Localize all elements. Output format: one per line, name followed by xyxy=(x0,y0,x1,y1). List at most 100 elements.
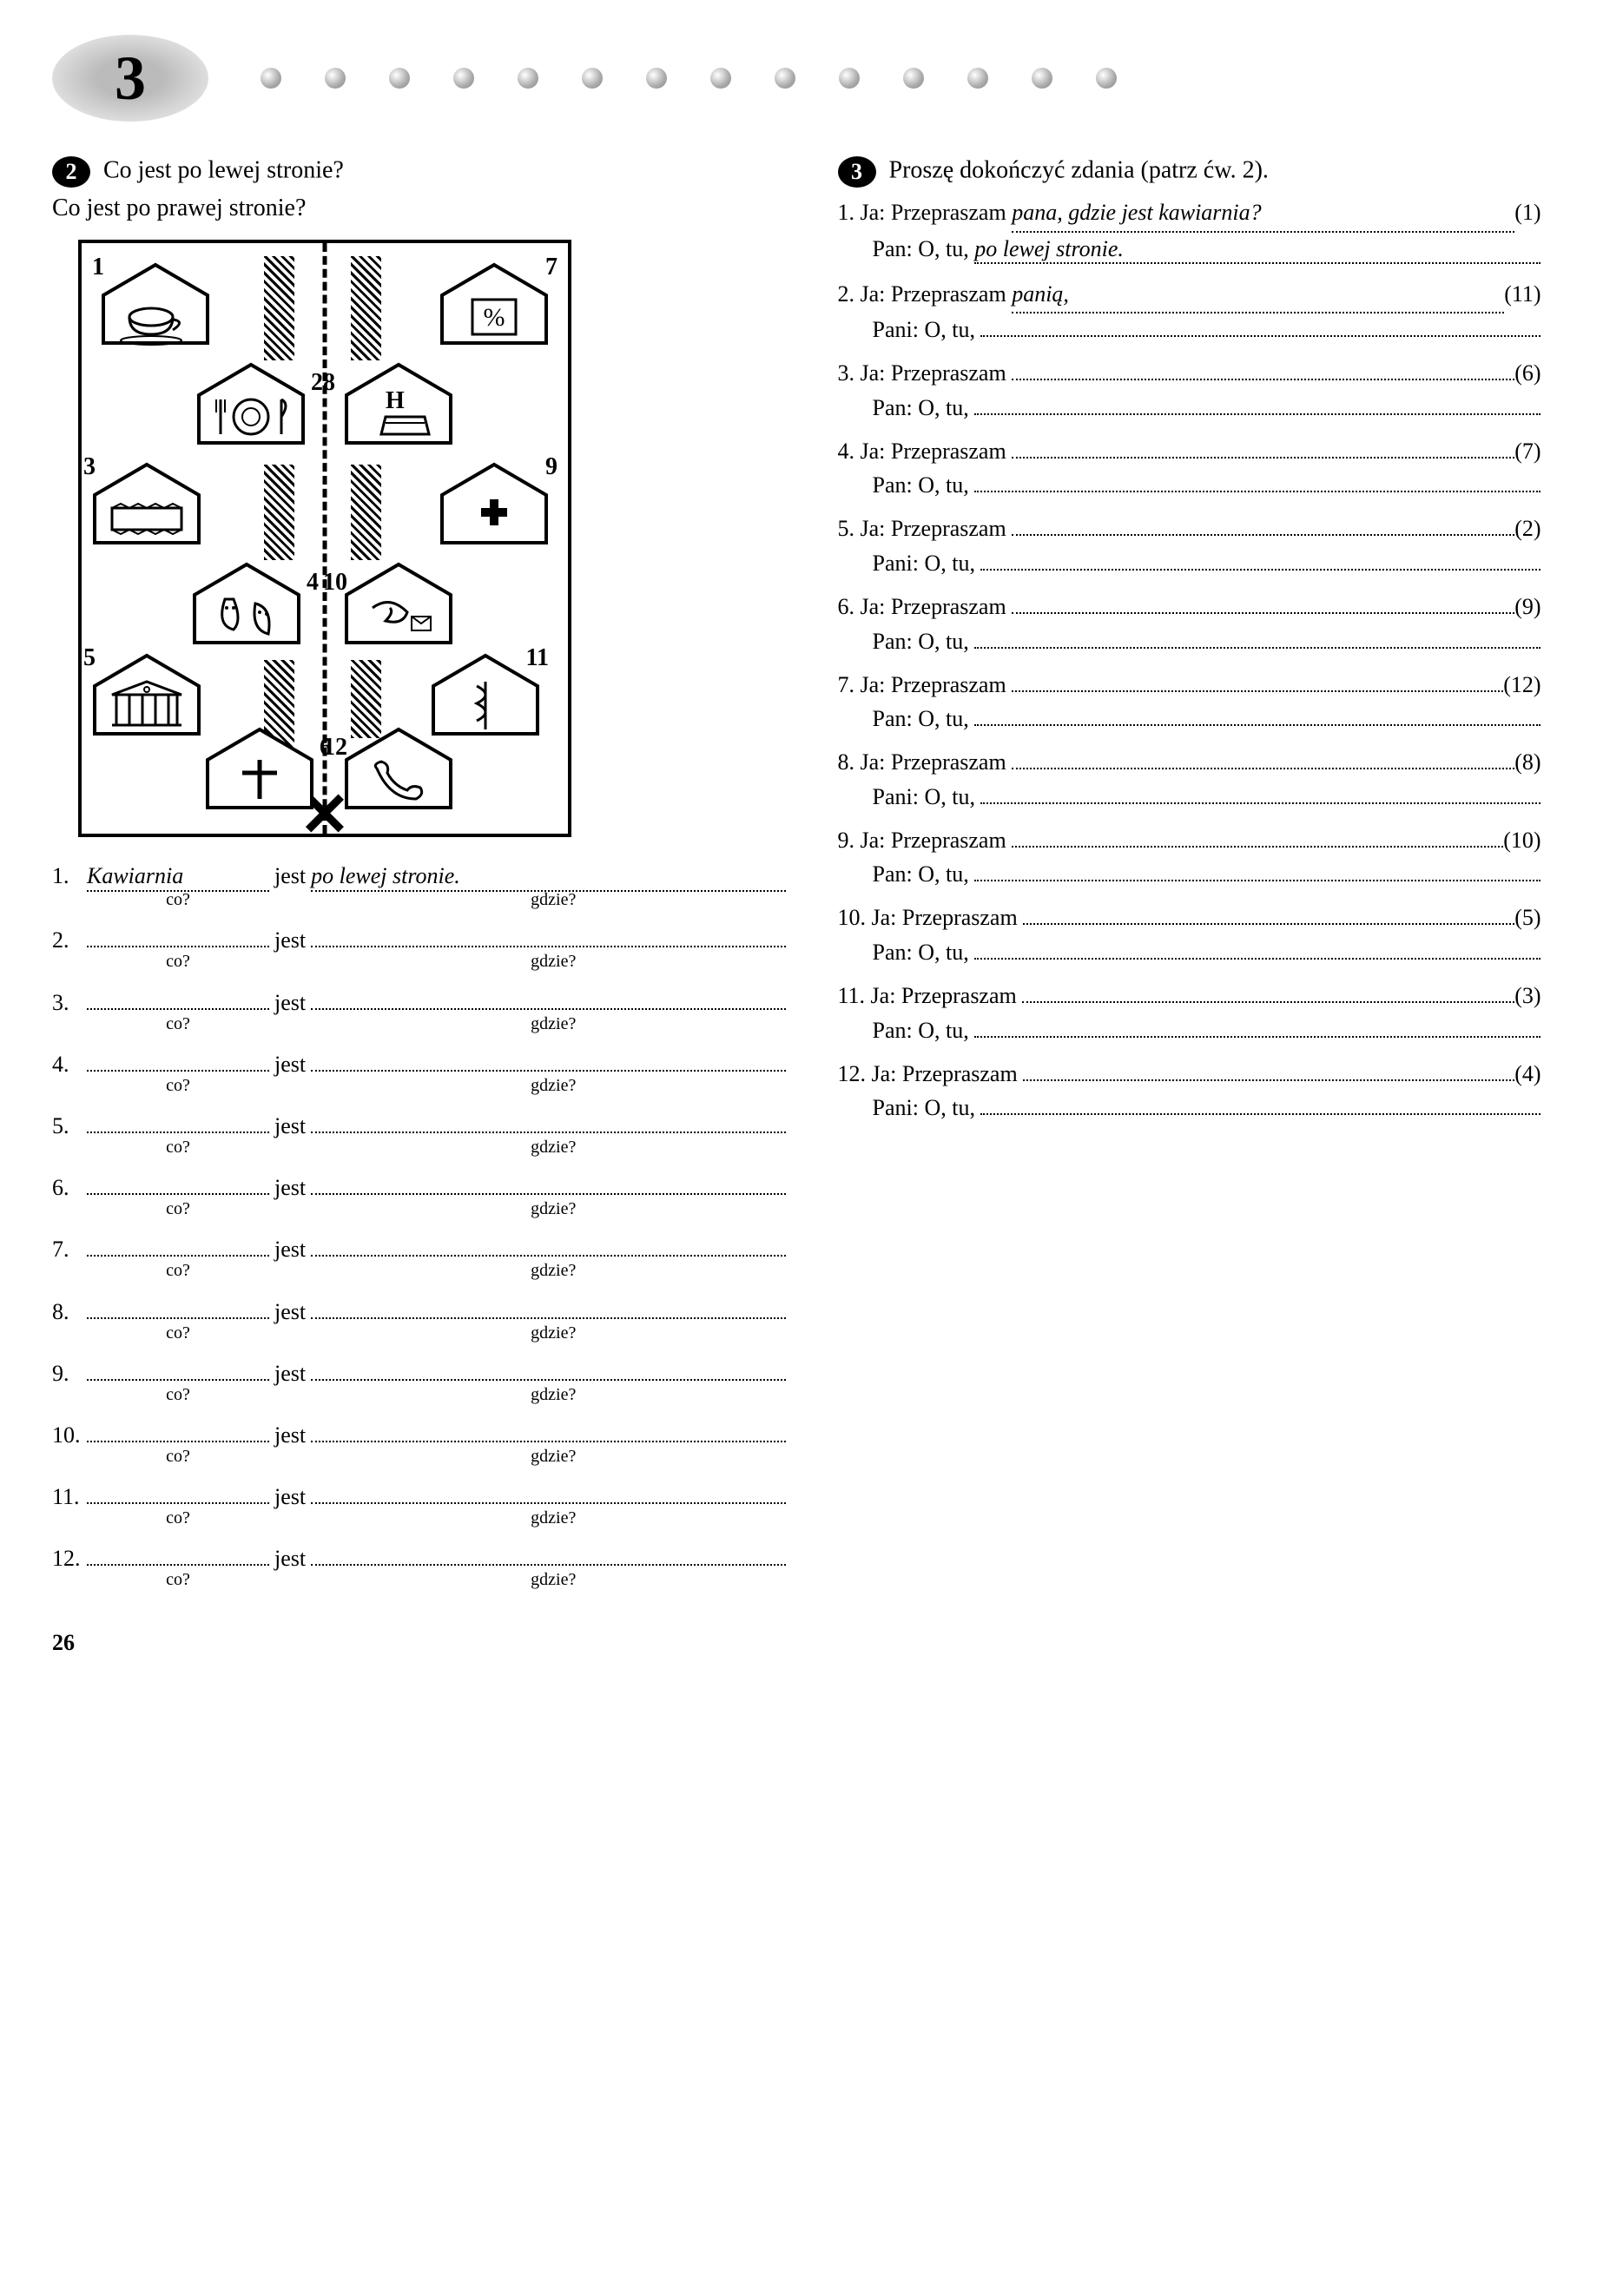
ex3-blank-answer[interactable] xyxy=(974,724,1541,726)
ex3-ref: (3) xyxy=(1514,983,1541,1008)
ex2-row: 6. jest xyxy=(52,1166,786,1201)
ex2-blank-co[interactable] xyxy=(87,1414,269,1442)
ex3-blank-answer[interactable] xyxy=(980,335,1541,337)
hint-co: co? xyxy=(87,1323,269,1343)
ex3-lead: 12. Ja: Przepraszam xyxy=(838,1061,1024,1086)
ex2-blank-gdzie[interactable] xyxy=(311,919,785,947)
ex3-ref: (11) xyxy=(1504,281,1541,307)
ex2-blank-gdzie[interactable] xyxy=(311,1537,785,1566)
ex2-row: 2. jest xyxy=(52,919,786,953)
ex3-ref: (1) xyxy=(1514,200,1541,225)
ex3-blank-answer[interactable] xyxy=(980,569,1541,571)
ex2-blank-co[interactable] xyxy=(87,1043,269,1072)
street-map: ✕ 123456%7H89101112 xyxy=(78,240,571,837)
ex2-blank-gdzie[interactable] xyxy=(311,1352,785,1381)
ex3-blank-question[interactable] xyxy=(1012,690,1503,692)
ex3-blank-question[interactable] xyxy=(1023,923,1514,925)
ex2-blank-co[interactable] xyxy=(87,1352,269,1381)
ex2-blank-co[interactable] xyxy=(87,980,269,1009)
ex3-response: Pan: O, tu, xyxy=(873,861,1572,887)
ex3-blank-answer[interactable]: po lewej stronie. xyxy=(974,236,1541,264)
ex2-blank-co[interactable] xyxy=(87,1166,269,1195)
ex3-who: Pan: O, tu, xyxy=(873,861,975,887)
ex3-ref: (5) xyxy=(1514,905,1541,930)
ex3-row: 7. Ja: Przepraszam (12) xyxy=(838,667,1572,703)
exercise2-badge: 2 xyxy=(52,156,90,188)
ex2-blank-co[interactable] xyxy=(87,1228,269,1257)
ex3-blank-question[interactable] xyxy=(1012,379,1514,380)
hatch-pattern xyxy=(351,256,381,360)
ex2-blank-gdzie[interactable] xyxy=(311,1228,785,1257)
ex3-row: 4. Ja: Przepraszam (7) xyxy=(838,433,1572,470)
ex2-blank-co[interactable]: Kawiarnia xyxy=(87,863,269,892)
ex2-blank-co[interactable] xyxy=(87,1537,269,1566)
ex2-join: jest xyxy=(269,863,311,889)
ex3-ref: (6) xyxy=(1514,360,1541,386)
ex3-blank-question[interactable] xyxy=(1012,534,1514,536)
ex2-number: 1. xyxy=(52,863,87,889)
hint-gdzie: gdzie? xyxy=(321,1323,786,1343)
ex3-blank-question[interactable] xyxy=(1012,457,1514,459)
hint-gdzie: gdzie? xyxy=(321,890,786,910)
ex2-blank-gdzie[interactable]: po lewej stronie. xyxy=(311,863,785,892)
dot-icon xyxy=(325,68,346,89)
ex3-blank-question[interactable] xyxy=(1012,846,1503,848)
ex2-blank-gdzie[interactable] xyxy=(311,1414,785,1442)
hint-co: co? xyxy=(87,1447,269,1467)
ex3-response: Pan: O, tu, po lewej stronie. xyxy=(873,236,1572,264)
ex2-hints: co?gdzie? xyxy=(52,1261,786,1281)
ex3-lead: 3. Ja: Przepraszam xyxy=(838,360,1013,386)
ex2-blank-co[interactable] xyxy=(87,919,269,947)
ex2-blank-gdzie[interactable] xyxy=(311,980,785,1009)
ex3-row: 12. Ja: Przepraszam (4) xyxy=(838,1056,1572,1092)
ex2-join: jest xyxy=(269,927,311,953)
ex2-number: 11. xyxy=(52,1484,87,1510)
ex2-blank-co[interactable] xyxy=(87,1290,269,1318)
ex3-blank-answer[interactable] xyxy=(974,413,1541,415)
ex3-lead: 11. Ja: Przepraszam xyxy=(838,983,1023,1008)
ex3-blank-question[interactable]: panią, xyxy=(1012,276,1504,314)
dot-icon xyxy=(775,68,795,89)
ex2-hints: co? gdzie? xyxy=(52,890,786,910)
ex2-blank-gdzie[interactable] xyxy=(311,1166,785,1195)
ex3-ref: (9) xyxy=(1514,594,1541,619)
ex2-join: jest xyxy=(269,1422,311,1448)
ex2-blank-co[interactable] xyxy=(87,1105,269,1133)
ex3-blank-answer[interactable] xyxy=(980,802,1541,804)
ex3-row: 6. Ja: Przepraszam (9) xyxy=(838,589,1572,625)
ex2-blank-co[interactable] xyxy=(87,1475,269,1504)
hint-gdzie: gdzie? xyxy=(321,1261,786,1281)
svg-text:%: % xyxy=(484,303,505,332)
ex3-blank-question[interactable] xyxy=(1023,1079,1514,1081)
ex2-blank-gdzie[interactable] xyxy=(311,1043,785,1072)
ex3-blank-answer[interactable] xyxy=(974,958,1541,960)
ex3-blank-answer[interactable] xyxy=(974,647,1541,649)
ex3-blank-answer[interactable] xyxy=(974,1036,1541,1038)
ex3-blank-answer[interactable] xyxy=(974,491,1541,492)
dot-icon xyxy=(1032,68,1052,89)
ex3-response: Pan: O, tu, xyxy=(873,940,1572,966)
chapter-number: 3 xyxy=(115,43,146,115)
ex2-blank-gdzie[interactable] xyxy=(311,1475,785,1504)
ex2-blank-gdzie[interactable] xyxy=(311,1105,785,1133)
hint-gdzie: gdzie? xyxy=(321,1138,786,1158)
dot-icon xyxy=(967,68,988,89)
ex3-blank-answer[interactable] xyxy=(980,1113,1541,1115)
hint-gdzie: gdzie? xyxy=(321,1076,786,1096)
hint-co: co? xyxy=(87,1138,269,1158)
ex3-blank-question[interactable] xyxy=(1012,768,1514,769)
ex3-blank-question[interactable] xyxy=(1012,612,1514,614)
ex2-blank-gdzie[interactable] xyxy=(311,1290,785,1318)
exercise3-title: Proszę dokończyć zdania (patrz ćw. 2). xyxy=(889,156,1269,183)
ex2-join: jest xyxy=(269,990,311,1016)
ex2-hints: co?gdzie? xyxy=(52,1076,786,1096)
ex3-blank-question[interactable] xyxy=(1022,1001,1514,1003)
hint-co: co? xyxy=(87,890,269,910)
ex3-blank-answer[interactable] xyxy=(974,880,1541,881)
ex3-row: 8. Ja: Przepraszam (8) xyxy=(838,744,1572,781)
ex3-response: Pan: O, tu, xyxy=(873,706,1572,732)
exercise2-title: Co jest po lewej stronie? xyxy=(103,156,344,183)
building-number: 10 xyxy=(323,569,347,597)
building-number: 9 xyxy=(545,453,557,481)
ex3-blank-question[interactable]: pana, gdzie jest kawiarnia? xyxy=(1012,195,1514,233)
